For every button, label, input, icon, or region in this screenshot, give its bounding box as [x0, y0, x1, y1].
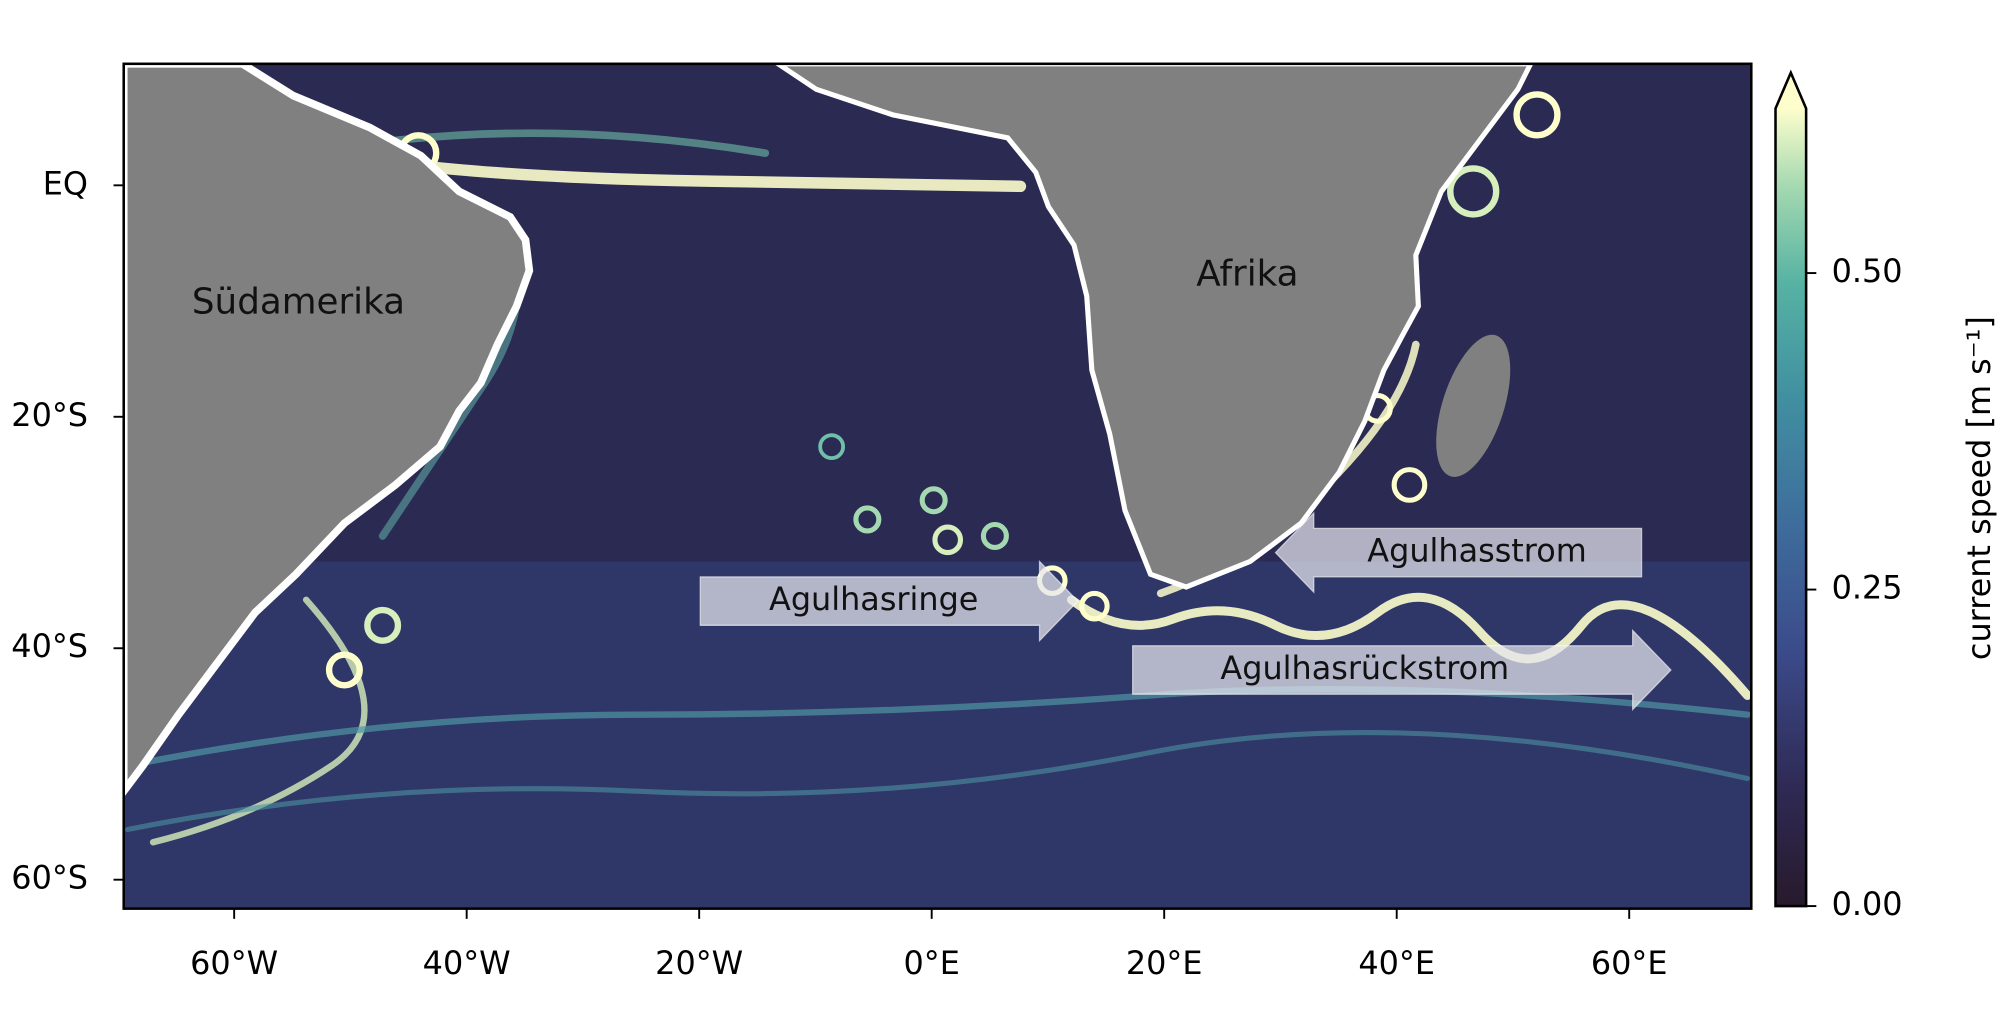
- x-tick-label: 40°W: [423, 944, 511, 982]
- arrow-agulhasstrom: [1274, 511, 1643, 594]
- colorbar-tick-label: 0.50: [1832, 252, 1903, 290]
- annotation-label: Agulhasstrom: [1367, 532, 1586, 570]
- colorbar-extend: [1775, 72, 1807, 109]
- x-tick-label: 60°W: [190, 944, 278, 982]
- y-tick-label: 40°S: [11, 627, 88, 665]
- annotation-label: Agulhasringe: [769, 580, 978, 618]
- annotation-label: Agulhasrückstrom: [1220, 649, 1509, 687]
- region-label: Südamerika: [192, 282, 405, 323]
- colorbar-tick-label: 0.25: [1832, 569, 1903, 607]
- colorbar-tick-label: 0.00: [1832, 885, 1903, 923]
- colorbar-gradient: [1775, 108, 1807, 907]
- y-tick-label: EQ: [43, 164, 88, 202]
- colorbar-frame: [1774, 69, 1808, 908]
- x-tick-label: 0°E: [904, 944, 960, 982]
- region-label: Afrika: [1196, 254, 1298, 295]
- arrow-agulhasringe: [699, 559, 1079, 643]
- x-tick-label: 20°E: [1126, 944, 1203, 982]
- colorbar: 0.00 0.25 0.50 current speed [m s⁻¹]: [1774, 69, 1998, 923]
- map-background: [123, 63, 1752, 909]
- annotation-arrows: [699, 511, 1672, 712]
- x-tick-label: 40°E: [1358, 944, 1435, 982]
- axes: 60°W 40°W 20°W 0°E 20°E 40°E 60°E EQ 20°S 40°S 60°…: [11, 164, 1667, 981]
- africa-land: [773, 63, 1534, 590]
- south-america-land: [123, 63, 534, 798]
- map-frame: [122, 62, 1753, 910]
- madagascar-land: [1436, 334, 1511, 477]
- x-tick-label: 60°E: [1591, 944, 1668, 982]
- arrow-agulhasrueckstrom: [1132, 628, 1672, 712]
- x-tick-label: 20°W: [655, 944, 743, 982]
- y-tick-label: 20°S: [11, 396, 88, 434]
- colorbar-label: current speed [m s⁻¹]: [1960, 316, 1998, 660]
- y-tick-label: 60°S: [11, 859, 88, 897]
